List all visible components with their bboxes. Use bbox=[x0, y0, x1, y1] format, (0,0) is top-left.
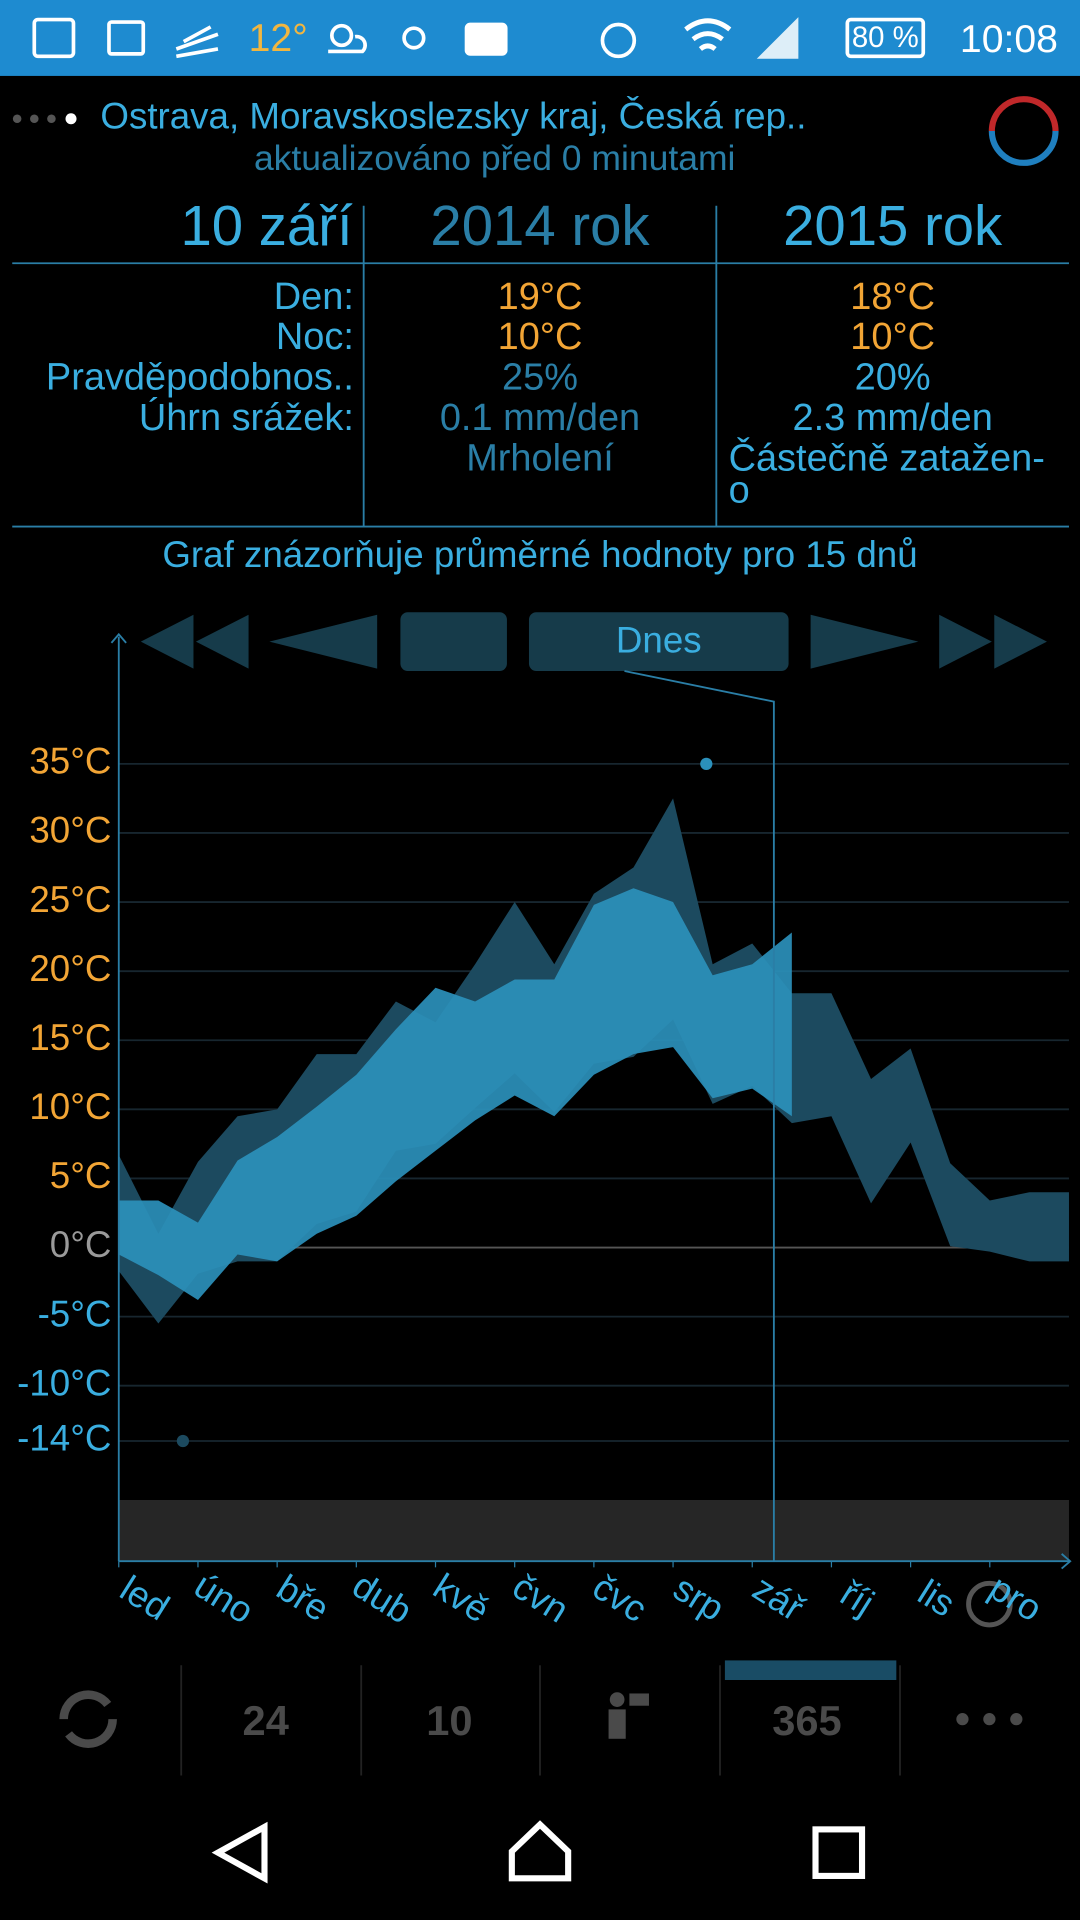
x-tick-label: lis bbox=[911, 1571, 962, 1624]
more-icon[interactable] bbox=[956, 1713, 1023, 1726]
row-label: Den: bbox=[274, 276, 354, 318]
nav-buttons[interactable] bbox=[140, 612, 1047, 672]
page-indicator bbox=[12, 113, 77, 125]
y-tick-label: -10°C bbox=[17, 1362, 111, 1403]
table-header: 10 září bbox=[180, 194, 353, 257]
tab-bar bbox=[59, 1660, 1023, 1776]
plot bbox=[118, 757, 1069, 1448]
y-tick-label: 30°C bbox=[29, 810, 111, 851]
row-label: Pravděpodobnos.. bbox=[46, 357, 354, 399]
cell: 25% bbox=[502, 357, 578, 399]
status-battery: 80 % bbox=[852, 21, 919, 54]
y-tick-label: -14°C bbox=[17, 1418, 111, 1459]
y-tick-label: 15°C bbox=[29, 1017, 111, 1058]
cell: 10°C bbox=[850, 316, 935, 358]
table-header: 2015 rok bbox=[783, 194, 1003, 257]
tab[interactable]: 10 bbox=[426, 1697, 472, 1744]
refresh-icon[interactable] bbox=[59, 1690, 117, 1748]
x-tick-label: kvě bbox=[426, 1566, 496, 1631]
scroll-indicator bbox=[966, 1580, 1013, 1628]
x-tick-label: úno bbox=[187, 1564, 261, 1631]
y-tick-label: 5°C bbox=[50, 1155, 112, 1196]
row-label: Noc: bbox=[276, 316, 354, 358]
system-nav[interactable] bbox=[211, 1820, 866, 1884]
updated: aktualizováno před 0 minutami bbox=[254, 138, 736, 178]
temperature-band bbox=[118, 888, 792, 1301]
x-tick-label: říj bbox=[834, 1573, 882, 1624]
min-dot bbox=[176, 1434, 190, 1448]
x-tick-label: led bbox=[113, 1568, 176, 1629]
tab[interactable]: 24 bbox=[243, 1697, 289, 1744]
status-time: 10:08 bbox=[960, 18, 1058, 61]
cell: 2.3 mm/den bbox=[792, 397, 992, 439]
settings-ring[interactable] bbox=[988, 96, 1059, 166]
cell: 0.1 mm/den bbox=[440, 397, 640, 439]
location[interactable]: Ostrava, Moravskoslezsky kraj, Česká rep… bbox=[100, 95, 806, 136]
condition: Mrholení bbox=[466, 437, 614, 479]
max-dot bbox=[700, 757, 713, 770]
cell: 19°C bbox=[498, 276, 583, 318]
caption: Graf znázorňuje průměrné hodnoty pro 15 … bbox=[162, 534, 917, 575]
condition: o bbox=[729, 469, 750, 511]
person-icon[interactable] bbox=[608, 1692, 649, 1739]
y-tick-label: 0°C bbox=[50, 1224, 112, 1265]
y-tick-label: -5°C bbox=[38, 1293, 112, 1334]
cell: 10°C bbox=[498, 316, 583, 358]
x-tick-label: čvc bbox=[586, 1566, 654, 1630]
today-button[interactable]: Dnes bbox=[616, 620, 702, 661]
x-tick-label: zář bbox=[746, 1567, 812, 1629]
y-tick-label: 25°C bbox=[29, 879, 111, 920]
status-temperature: 12° bbox=[249, 17, 308, 60]
condition: Částečně zatažen- bbox=[729, 435, 1045, 479]
x-tick-label: čvn bbox=[506, 1566, 576, 1631]
x-tick-label: pro bbox=[982, 1567, 1049, 1630]
x-tick-label: dub bbox=[345, 1564, 419, 1631]
tab[interactable]: 365 bbox=[772, 1697, 841, 1744]
x-tick-label: srp bbox=[667, 1567, 732, 1629]
status-bar bbox=[0, 0, 1080, 76]
table-header: 2014 rok bbox=[430, 194, 650, 257]
row-label: Úhrn srážek: bbox=[139, 396, 354, 439]
cell: 20% bbox=[855, 357, 931, 399]
table-lines bbox=[12, 205, 1069, 528]
y-tick-label: 10°C bbox=[29, 1086, 111, 1127]
cell: 18°C bbox=[850, 276, 935, 318]
y-tick-label: 35°C bbox=[29, 741, 111, 782]
precipitation-strip bbox=[118, 1500, 1069, 1562]
x-tick-label: bře bbox=[270, 1567, 337, 1630]
y-tick-label: 20°C bbox=[29, 948, 111, 989]
status-icons bbox=[32, 17, 926, 59]
